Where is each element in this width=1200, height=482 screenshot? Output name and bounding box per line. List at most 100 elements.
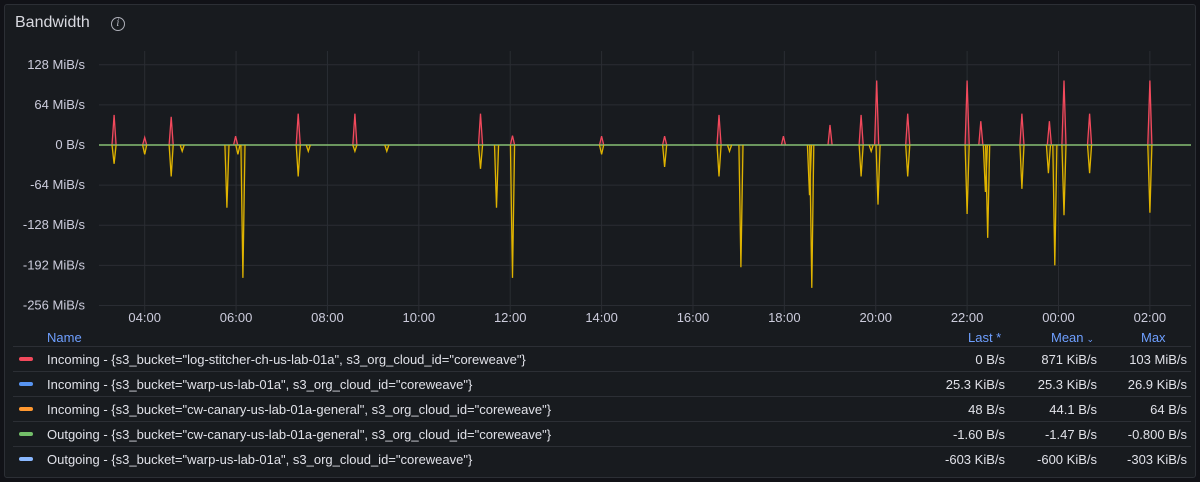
- legend-header-max[interactable]: Max: [1141, 330, 1166, 345]
- series-spike: [477, 113, 484, 146]
- series-spike: [1061, 144, 1067, 216]
- series-spike: [875, 144, 881, 205]
- series-spike: [232, 136, 239, 146]
- series-spike: [141, 144, 148, 155]
- series-spike: [235, 144, 241, 155]
- series-spike: [1086, 113, 1093, 146]
- series-spike: [295, 144, 301, 177]
- series-spike: [1019, 144, 1025, 189]
- series-spike: [905, 144, 911, 177]
- series-spike: [716, 144, 722, 177]
- last-value: -1.60 B/s: [952, 427, 1005, 442]
- series-spike: [827, 124, 833, 146]
- series-spike: [858, 114, 864, 146]
- series-spike: [868, 144, 874, 154]
- info-circle-icon[interactable]: i: [111, 17, 125, 31]
- max-value: 26.9 KiB/s: [1127, 377, 1187, 392]
- mean-value: 25.3 KiB/s: [1037, 377, 1097, 392]
- series-color-swatch[interactable]: [19, 432, 33, 436]
- series-spike: [477, 144, 484, 169]
- series-spike: [780, 136, 787, 146]
- legend-row[interactable]: Outgoing - {s3_bucket="warp-us-lab-01a",…: [13, 446, 1191, 472]
- series-color-swatch[interactable]: [19, 407, 33, 411]
- legend-row[interactable]: Incoming - {s3_bucket="log-stitcher-ch-u…: [13, 346, 1191, 372]
- x-tick-label: 00:00: [1042, 310, 1075, 325]
- max-value: 64 B/s: [1150, 402, 1187, 417]
- series-spike: [352, 144, 358, 154]
- mean-value: 44.1 B/s: [1049, 402, 1097, 417]
- max-value: 103 MiB/s: [1129, 352, 1187, 367]
- legend-header-mean-label: Mean: [1051, 330, 1084, 345]
- mean-value: 871 KiB/s: [1041, 352, 1097, 367]
- series-color-swatch[interactable]: [19, 357, 33, 361]
- x-tick-label: 06:00: [220, 310, 253, 325]
- x-tick-label: 18:00: [768, 310, 801, 325]
- panel-title[interactable]: Bandwidth: [15, 14, 90, 31]
- x-tick-label: 04:00: [128, 310, 161, 325]
- series-spike: [978, 121, 984, 146]
- legend-row[interactable]: Outgoing - {s3_bucket="cw-canary-us-lab-…: [13, 421, 1191, 447]
- max-value: -0.800 B/s: [1127, 427, 1187, 442]
- y-tick-label: -256 MiB/s: [23, 297, 86, 312]
- legend-row[interactable]: Incoming - {s3_bucket="cw-canary-us-lab-…: [13, 396, 1191, 422]
- x-tick-label: 22:00: [951, 310, 984, 325]
- mean-value: -1.47 B/s: [1044, 427, 1097, 442]
- series-spike: [661, 136, 668, 146]
- series-color-swatch[interactable]: [19, 382, 33, 386]
- series-spike: [726, 144, 733, 154]
- last-value: -603 KiB/s: [945, 452, 1005, 467]
- x-tick-label: 12:00: [494, 310, 527, 325]
- series-spike: [384, 144, 390, 154]
- series-spike: [1147, 144, 1153, 213]
- max-value: -303 KiB/s: [1127, 452, 1187, 467]
- series-spike: [224, 144, 230, 208]
- legend-header-mean[interactable]: Mean ⌄: [1051, 330, 1094, 345]
- series-spike: [141, 135, 148, 146]
- last-value: 0 B/s: [975, 352, 1005, 367]
- series-spike: [809, 144, 815, 288]
- series-spike: [716, 114, 722, 146]
- series-spike: [598, 136, 605, 146]
- series-name: Incoming - {s3_bucket="log-stitcher-ch-u…: [47, 352, 526, 367]
- series-spike: [1061, 80, 1067, 146]
- series-spike: [509, 135, 516, 146]
- series-spike: [984, 144, 991, 238]
- x-tick-label: 10:00: [403, 310, 436, 325]
- series-spike: [352, 113, 358, 146]
- series-spike: [1052, 144, 1058, 266]
- series-spike: [168, 144, 174, 177]
- legend-row[interactable]: Incoming - {s3_bucket="warp-us-lab-01a",…: [13, 371, 1191, 397]
- sort-desc-icon: ⌄: [1086, 334, 1095, 344]
- y-tick-label: -192 MiB/s: [23, 257, 86, 272]
- series-spike: [873, 80, 880, 146]
- series-spike: [305, 144, 311, 154]
- series-spike: [738, 144, 744, 268]
- x-tick-label: 14:00: [585, 310, 618, 325]
- series-spike: [964, 144, 970, 215]
- series-spike: [240, 144, 246, 278]
- bandwidth-chart[interactable]: 128 MiB/s 64 MiB/s 0 B/s -64 MiB/s -128 MiB/…: [5, 5, 1195, 325]
- x-tick-label: 20:00: [859, 310, 892, 325]
- x-tick-label: 02:00: [1134, 310, 1167, 325]
- legend-header-name[interactable]: Name: [47, 330, 82, 345]
- series-spike: [111, 114, 117, 146]
- x-tick-label: 16:00: [677, 310, 710, 325]
- series-name: Incoming - {s3_bucket="warp-us-lab-01a",…: [47, 377, 473, 392]
- series-spike: [661, 144, 668, 168]
- legend-header-last[interactable]: Last *: [968, 330, 1002, 345]
- y-tick-label: -128 MiB/s: [23, 217, 86, 232]
- y-tick-label: 128 MiB/s: [27, 57, 85, 72]
- series-spike: [1147, 80, 1153, 146]
- last-value: 25.3 KiB/s: [945, 377, 1005, 392]
- series-spike: [179, 144, 185, 154]
- series-color-swatch[interactable]: [19, 457, 33, 461]
- mean-value: -600 KiB/s: [1037, 452, 1097, 467]
- series-spike: [1045, 144, 1052, 174]
- series-spike: [598, 144, 605, 155]
- series-spike: [509, 144, 516, 278]
- x-tick-label: 08:00: [311, 310, 344, 325]
- series-spike: [1019, 113, 1025, 146]
- series-name: Outgoing - {s3_bucket="warp-us-lab-01a",…: [47, 452, 473, 467]
- bandwidth-panel: Bandwidth i 128 MiB/s 64 MiB/s 0 B/s -64 Mi…: [4, 4, 1196, 478]
- y-tick-label: 0 B/s: [55, 137, 85, 152]
